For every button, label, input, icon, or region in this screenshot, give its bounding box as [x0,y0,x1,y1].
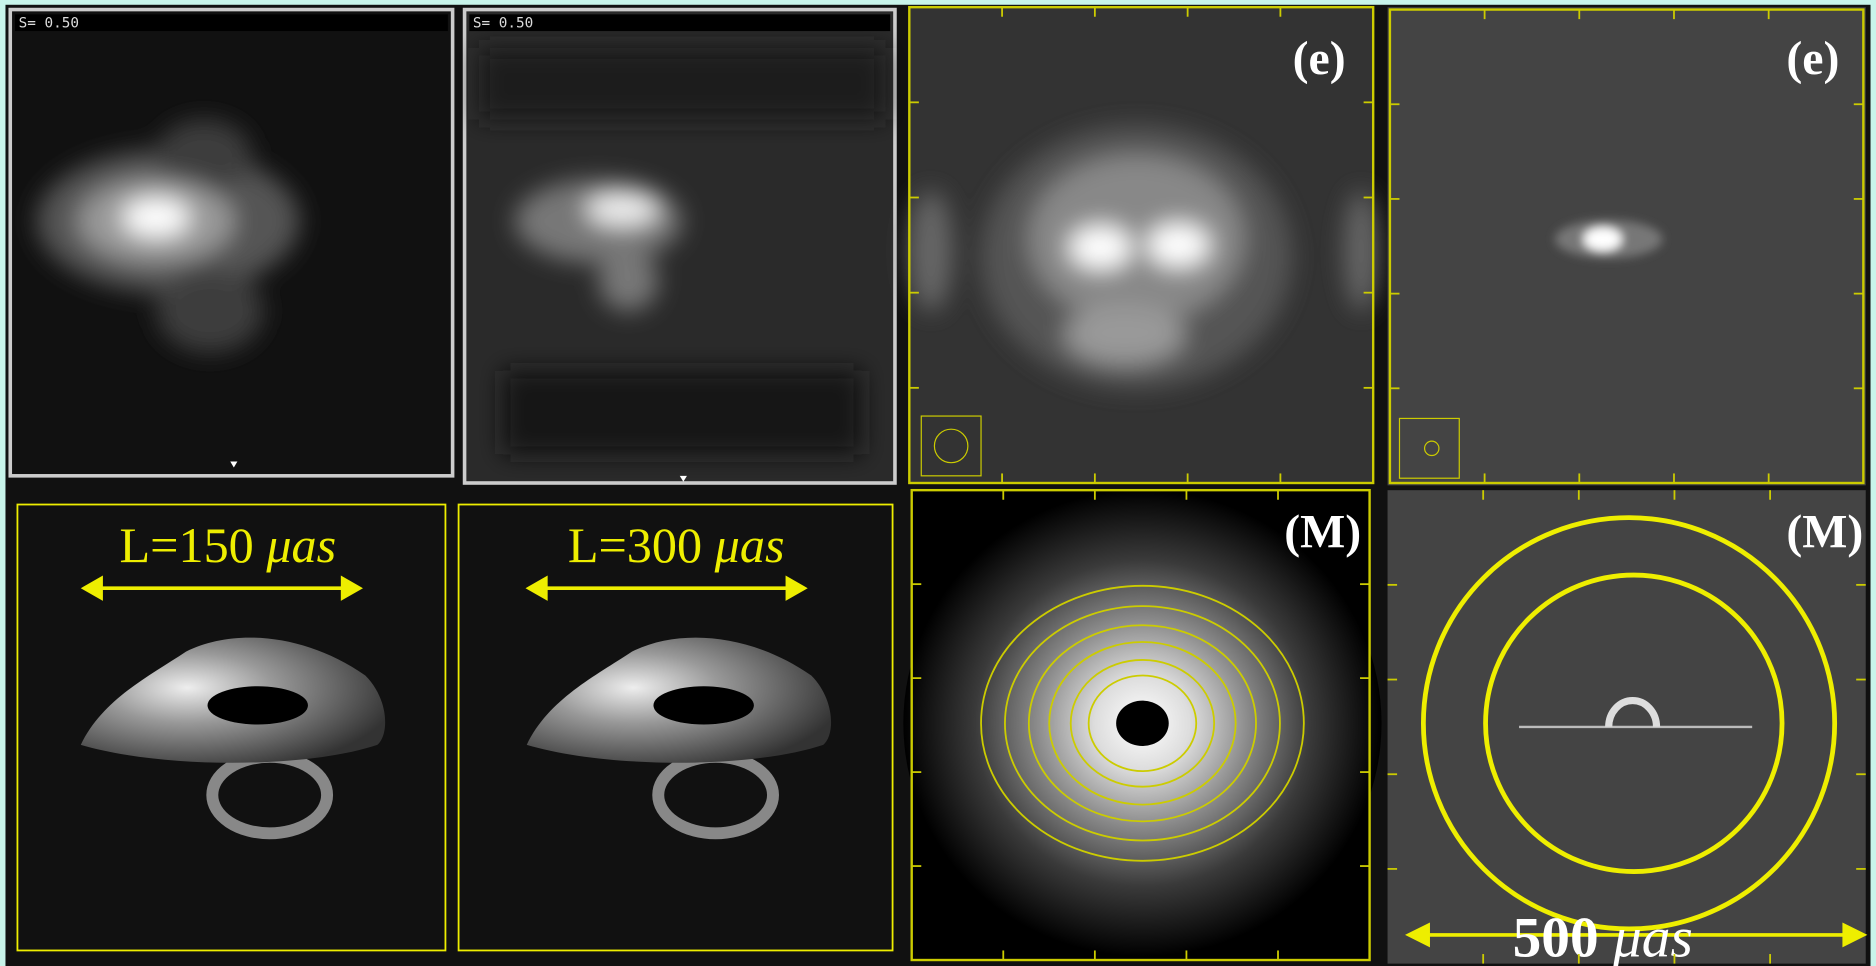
ellipse-shape [1147,224,1209,267]
scale: 500 [1513,906,1599,966]
figure: S= 0.50 S= 0.50 [0,0,1876,966]
panel-label: S= 0.50 [473,15,533,31]
size-label: L=300 μas [568,517,785,573]
panel: S= 0.50 [10,10,452,476]
ellipse-shape [156,269,264,353]
size-label: L=150 μas [119,517,336,573]
g-shape [1555,220,1663,258]
ellipse-shape [1584,227,1622,251]
ellipse-shape [1065,305,1185,365]
unit: μas [1612,906,1693,966]
size: L=300 [568,517,702,573]
ellipse-shape [1116,701,1169,746]
unit: μas [265,517,336,573]
ellipse-shape [1070,226,1132,269]
ellipse-shape [123,198,190,236]
panel-label: (M) [1284,506,1361,559]
panel: S= 0.50 [465,10,895,483]
rect-shape [15,14,448,31]
size: L=150 [119,517,253,573]
panel: L=150 μas [17,505,445,951]
panel-label: (e) [1786,32,1839,85]
ellipse-shape [1029,155,1244,322]
panel: (e) [909,7,1378,483]
panel: (e) [1388,7,1866,485]
unit: μas [714,517,785,573]
panel: L=300 μas [459,505,893,951]
panel-label: S= 0.50 [19,15,79,31]
panel-label: (e) [1293,32,1346,85]
scale-label: 500 μas [1513,906,1693,966]
panel-label: (M) [1786,506,1863,559]
ellipse-shape [587,192,659,225]
ellipse-shape [598,251,658,311]
panel: (M) 500 μas [1388,490,1866,966]
panel: (M) [903,490,1381,960]
rect-shape [479,48,885,120]
rect-shape [503,371,862,455]
